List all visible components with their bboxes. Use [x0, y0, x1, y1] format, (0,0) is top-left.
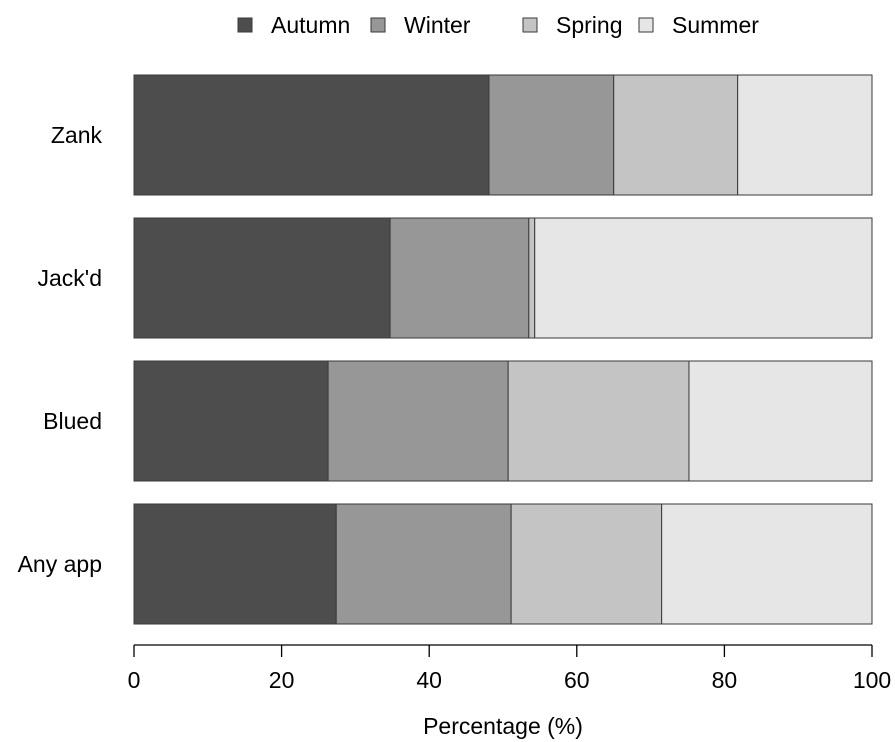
x-tick-label: 0: [128, 667, 141, 693]
category-label: Zank: [51, 122, 103, 148]
bar-segment-autumn: [133, 503, 337, 625]
bar-segment-winter: [389, 217, 530, 339]
x-tick-label: 80: [712, 667, 738, 693]
x-tick-label: 100: [853, 667, 891, 693]
bar-segment-summer: [688, 360, 873, 482]
bar-segment-spring: [507, 360, 690, 482]
legend: Autumn Winter Spring Summer: [237, 12, 759, 38]
x-axis: 0 20 40 60 80 100: [128, 644, 891, 693]
legend-swatch-spring: [522, 17, 538, 33]
x-axis-title: Percentage (%): [423, 713, 583, 739]
bar-segment-summer: [737, 74, 873, 196]
legend-label-autumn: Autumn: [271, 12, 350, 38]
x-tick-label: 60: [564, 667, 590, 693]
category-label: Blued: [43, 408, 102, 434]
legend-swatch-winter: [370, 17, 386, 33]
legend-label-winter: Winter: [404, 12, 471, 38]
legend-label-summer: Summer: [672, 12, 759, 38]
legend-label-spring: Spring: [556, 12, 622, 38]
bars: [133, 74, 873, 625]
legend-swatch-summer: [638, 17, 654, 33]
x-tick-label: 40: [416, 667, 442, 693]
bar-segment-winter: [488, 74, 615, 196]
bar-segment-winter: [335, 503, 512, 625]
bar-segment-spring: [613, 74, 739, 196]
bar-segment-autumn: [133, 360, 329, 482]
legend-swatch-autumn: [237, 17, 253, 33]
bar-segment-autumn: [133, 74, 490, 196]
bar-segment-autumn: [133, 217, 391, 339]
category-label: Any app: [18, 551, 102, 577]
category-label: Jack'd: [38, 265, 102, 291]
y-axis-labels: Zank Jack'd Blued Any app: [18, 122, 103, 577]
bar-segment-spring: [510, 503, 663, 625]
x-tick-label: 20: [269, 667, 295, 693]
bar-segment-winter: [327, 360, 509, 482]
bar-segment-summer: [534, 217, 873, 339]
bar-segment-spring: [528, 217, 536, 339]
bar-segment-summer: [661, 503, 873, 625]
